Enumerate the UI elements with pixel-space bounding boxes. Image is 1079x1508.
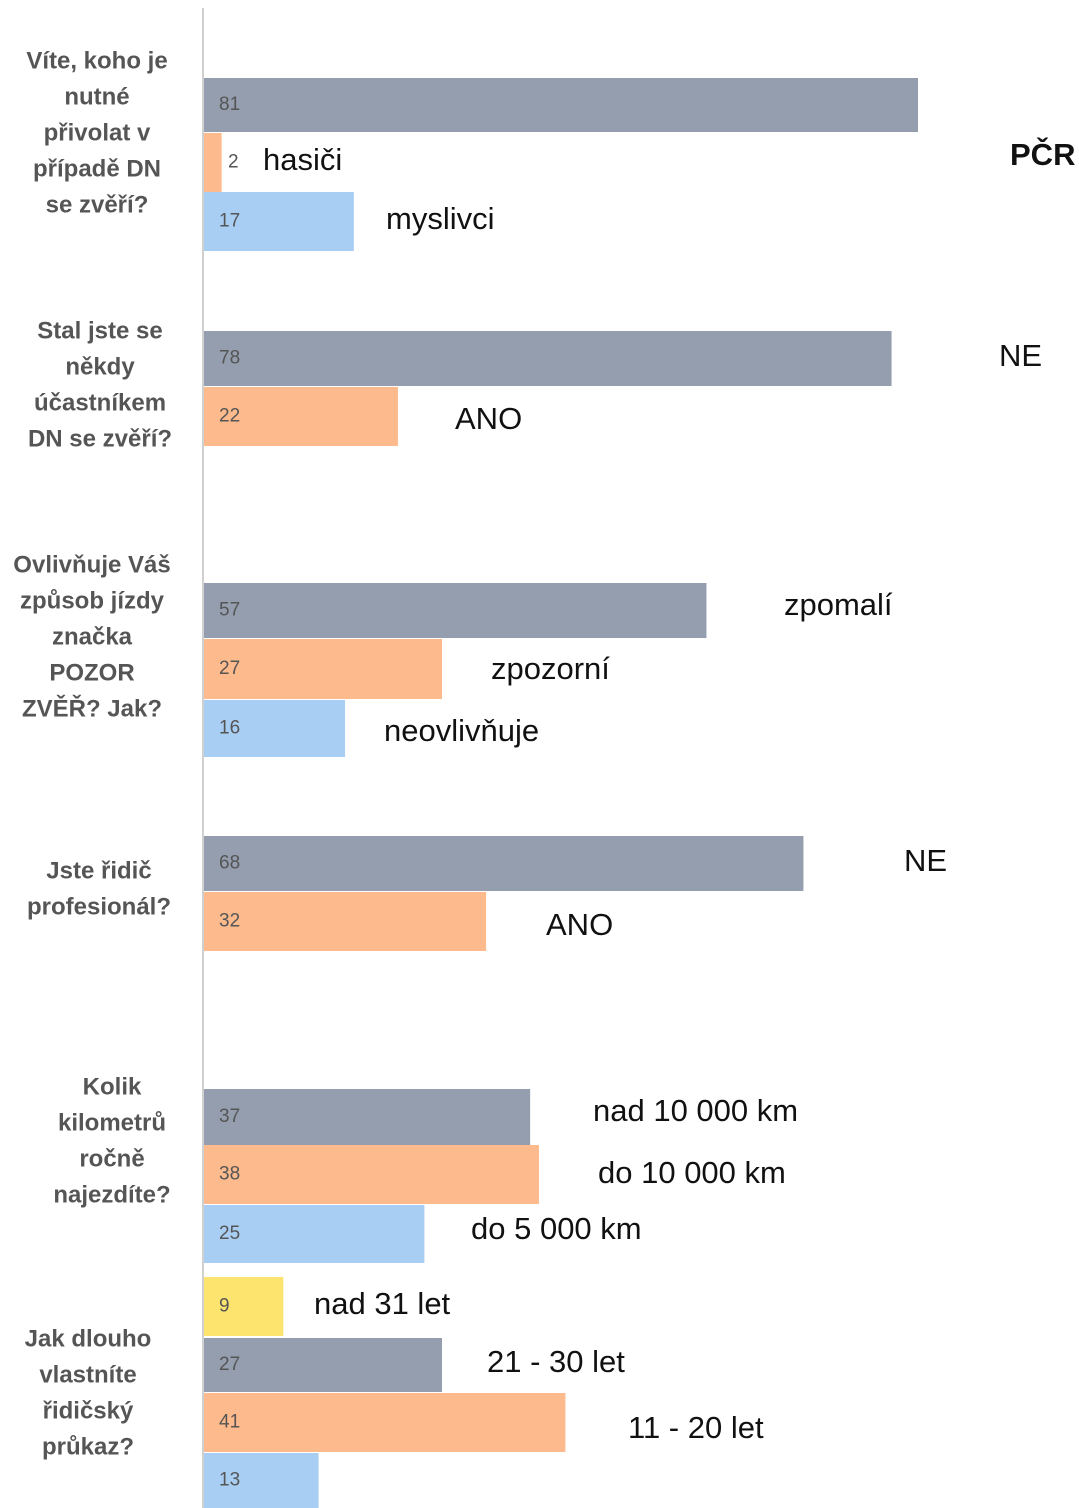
answer-label: nad 10 000 km [593, 1093, 798, 1128]
value-label: 25 [219, 1223, 240, 1244]
question-label: kilometrů [58, 1109, 166, 1136]
answer-label: ANO [455, 401, 522, 436]
value-label: 27 [219, 658, 240, 679]
value-label: 13 [219, 1470, 240, 1491]
bar [204, 192, 354, 251]
answer-label: zpomalí [784, 587, 893, 622]
answer-label: ANO [546, 907, 613, 942]
value-label: 27 [219, 1354, 240, 1375]
value-label: 2 [228, 152, 239, 173]
bar [204, 700, 346, 757]
question-label: ZVĚŘ? Jak? [22, 694, 162, 722]
question-label: přivolat v [44, 119, 151, 146]
question-label: DN se zvěří? [28, 425, 172, 452]
question-label: profesionál? [27, 893, 171, 920]
value-label: 38 [219, 1164, 240, 1185]
bar [204, 1089, 531, 1145]
value-label: 81 [219, 94, 240, 115]
question-label: Víte, koho je [26, 47, 167, 74]
answer-label: myslivci [386, 201, 495, 236]
answer-label: do 5 000 km [471, 1211, 642, 1246]
value-label: 17 [219, 211, 240, 232]
question-label: Jste řidič [46, 857, 151, 884]
question-label: způsob jízdy [20, 587, 165, 614]
bar [204, 892, 487, 951]
answer-label: NE [999, 338, 1042, 373]
question-label: někdy [65, 353, 135, 380]
value-label: 57 [219, 600, 240, 621]
bar [204, 583, 707, 638]
bar [204, 1453, 319, 1508]
question-label: Stal jste se [37, 317, 162, 344]
question-label: případě DN [33, 155, 161, 182]
bar [204, 1205, 425, 1263]
answer-label: nad 31 let [314, 1286, 451, 1321]
bar [204, 1338, 443, 1392]
bar [204, 133, 222, 192]
answer-label: NE [904, 843, 947, 878]
bar [204, 78, 919, 132]
answer-label: neovlivňuje [384, 713, 539, 748]
question-label: ročně [79, 1145, 144, 1172]
question-label: Jak dlouho [25, 1325, 152, 1352]
answer-label: hasiči [263, 142, 342, 177]
question-label: POZOR [49, 659, 134, 686]
value-label: 9 [219, 1296, 230, 1317]
value-label: 16 [219, 718, 240, 739]
answer-label: 21 - 30 let [487, 1344, 625, 1379]
bar [204, 639, 443, 699]
value-label: 78 [219, 348, 240, 369]
question-label: najezdíte? [53, 1181, 170, 1208]
question-label: Kolik [83, 1073, 142, 1100]
question-label: značka [52, 623, 133, 650]
answer-label: zpozorní [491, 651, 610, 686]
bar [204, 387, 398, 446]
question-label: účastníkem [34, 389, 166, 416]
question-label: se zvěří? [46, 191, 149, 218]
question-label: průkaz? [42, 1433, 134, 1460]
question-label: vlastníte [39, 1361, 136, 1388]
question-label: nutné [64, 83, 129, 110]
bar [204, 1393, 566, 1452]
answer-label: PČR [1010, 136, 1075, 172]
question-label: řidičský [43, 1397, 134, 1424]
bar [204, 1145, 539, 1204]
bar [204, 836, 804, 891]
answer-label: do 10 000 km [598, 1155, 786, 1190]
value-label: 68 [219, 853, 240, 874]
value-label: 37 [219, 1106, 240, 1127]
value-label: 22 [219, 406, 240, 427]
answer-label: 11 - 20 let [628, 1410, 764, 1445]
bar [204, 331, 892, 386]
question-label: Ovlivňuje Váš [13, 551, 170, 578]
bar [204, 1277, 284, 1336]
value-label: 32 [219, 911, 240, 932]
value-label: 41 [219, 1412, 240, 1433]
